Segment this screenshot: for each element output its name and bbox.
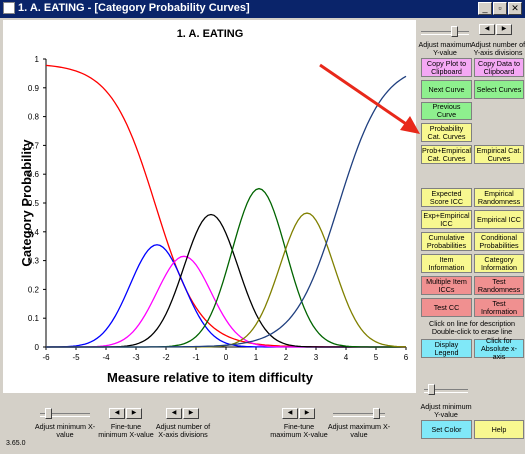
x-tick-label: -4	[102, 353, 110, 362]
fine-max-x-spinner[interactable]: ◀ ▶	[282, 408, 316, 420]
min-x-slider[interactable]	[40, 408, 90, 420]
x-tick-label: 4	[344, 353, 349, 362]
y-tick-label: 0.3	[28, 257, 40, 266]
x-tick-label: -2	[162, 353, 170, 362]
fine-min-x-increase[interactable]: ▶	[126, 408, 142, 419]
empirical-randomness-button[interactable]: Empirical Randomness	[474, 188, 524, 207]
minimize-button[interactable]: _	[478, 2, 492, 15]
item-information-button[interactable]: Item Information	[421, 254, 472, 273]
empirical-cat-curves-button[interactable]: Empirical Cat. Curves	[474, 145, 524, 164]
click-description-label: Click on line for description Double-cli…	[429, 319, 515, 336]
x-axis-label: Measure relative to item difficulty	[107, 370, 314, 385]
exp-empirical-icc-button[interactable]: Exp+Empirical ICC	[421, 210, 472, 229]
close-button[interactable]: ✕	[508, 2, 522, 15]
x-tick-label: 6	[404, 353, 409, 362]
adjust-max-y-label: Adjust maximum Y-value	[418, 40, 472, 57]
y-tick-label: 0	[35, 343, 40, 352]
copy-plot-button[interactable]: Copy Plot to Clipboard	[421, 58, 472, 77]
x-tick-label: -1	[192, 353, 200, 362]
min-y-slider-thumb[interactable]	[428, 384, 435, 395]
y-tick-label: 0.2	[28, 285, 40, 294]
display-legend-button[interactable]: Display Legend	[421, 339, 472, 358]
y-tick-label: 1	[35, 55, 40, 64]
select-curves-button[interactable]: Select Curves	[474, 80, 524, 99]
window-title: 1. A. EATING - [Category Probability Cur…	[18, 2, 250, 14]
x-tick-label: 2	[284, 353, 289, 362]
category-curve-2	[46, 244, 406, 348]
help-button[interactable]: Help	[474, 420, 524, 439]
max-y-slider-thumb[interactable]	[451, 26, 458, 37]
x-div-decrease[interactable]: ◀	[166, 408, 182, 419]
category-probability-chart[interactable]: 1. A. EATING 0 0.1 0.2 0.3 0.4 0.5 0.6 0.7 0.8 0.9…	[3, 20, 416, 393]
set-color-button[interactable]: Set Color	[421, 420, 472, 439]
max-x-slider-thumb[interactable]	[373, 408, 380, 419]
y-tick-label: 0.8	[28, 113, 40, 122]
probability-cat-curves-button[interactable]: Probability Cat. Curves	[421, 123, 472, 142]
category-curve-5	[46, 187, 406, 348]
app-icon	[3, 2, 15, 14]
test-cc-button[interactable]: Test CC	[421, 298, 472, 317]
y-div-decrease[interactable]: ◀	[479, 24, 495, 35]
fine-min-x-decrease[interactable]: ◀	[109, 408, 125, 419]
adjust-x-div-label: Adjust number of X-axis divisions	[155, 422, 211, 439]
x-div-spinner[interactable]: ◀ ▶	[166, 408, 200, 420]
y-axis-label: Category Probability	[19, 139, 34, 267]
conditional-probabilities-button[interactable]: Conditional Probabilities	[474, 232, 524, 251]
title-bar: 1. A. EATING - [Category Probability Cur…	[0, 0, 525, 18]
prob-empirical-cat-curves-button[interactable]: Prob+Empirical Cat. Curves	[421, 145, 472, 164]
category-curve-4	[46, 213, 406, 348]
max-x-slider[interactable]	[333, 408, 385, 420]
category-curve-1	[45, 64, 406, 348]
x-div-increase[interactable]: ▶	[183, 408, 199, 419]
empirical-icc-button[interactable]: Empirical ICC	[474, 210, 524, 229]
y-div-increase[interactable]: ▶	[496, 24, 512, 35]
version-label: 3.65.0	[6, 440, 26, 447]
category-curve-7	[46, 75, 407, 348]
adjust-min-y-label: Adjust minimum Y-value	[420, 402, 472, 419]
x-tick-label: -5	[72, 353, 80, 362]
y-tick-label: 0.4	[28, 228, 40, 237]
test-information-button[interactable]: Test Information	[474, 298, 524, 317]
previous-curve-button[interactable]: Previous Curve	[421, 102, 472, 120]
fine-min-x-spinner[interactable]: ◀ ▶	[109, 408, 143, 420]
y-tick-label: 0.6	[28, 170, 40, 179]
y-div-spinner[interactable]: ◀ ▶	[479, 24, 513, 36]
min-y-slider[interactable]	[424, 384, 468, 396]
fine-max-x-decrease[interactable]: ◀	[282, 408, 298, 419]
cumulative-probabilities-button[interactable]: Cumulative Probabilities	[421, 232, 472, 251]
fine-max-x-increase[interactable]: ▶	[299, 408, 315, 419]
y-tick-label: 0.7	[28, 141, 40, 150]
y-tick-label: 0.9	[28, 84, 40, 93]
x-tick-label: 1	[254, 353, 259, 362]
x-tick-label: -3	[132, 353, 140, 362]
copy-data-button[interactable]: Copy Data to Clipboard	[474, 58, 524, 77]
x-tick-label: 5	[374, 353, 379, 362]
multiple-item-iccs-button[interactable]: Multiple Item ICCs	[421, 276, 472, 295]
max-y-slider[interactable]	[421, 26, 469, 38]
fine-max-x-label: Fine-tune maximum X-value	[270, 422, 328, 439]
y-tick-label: 0.5	[28, 199, 40, 208]
category-information-button[interactable]: Category Information	[474, 254, 524, 273]
absolute-x-axis-button[interactable]: Click for Absolute x-axis	[474, 336, 524, 360]
plot-area[interactable]: 1. A. EATING 0 0.1 0.2 0.3 0.4 0.5 0.6 0.7 0.8 0.9…	[3, 20, 416, 393]
x-tick-label: 3	[314, 353, 319, 362]
y-tick-label: 0.1	[28, 314, 40, 323]
adjust-min-x-label: Adjust minimum X-value	[34, 422, 96, 439]
chart-title: 1. A. EATING	[177, 28, 244, 40]
fine-min-x-label: Fine-tune minimum X-value	[98, 422, 154, 439]
x-tick-label: 0	[224, 353, 229, 362]
test-randomness-button[interactable]: Test Randomness	[474, 276, 524, 295]
expected-score-icc-button[interactable]: Expected Score ICC	[421, 188, 472, 207]
restore-button[interactable]: ▫	[493, 2, 507, 15]
adjust-max-x-label: Adjust maximum X-value	[327, 422, 391, 439]
next-curve-button[interactable]: Next Curve	[421, 80, 472, 99]
x-tick-label: -6	[42, 353, 50, 362]
min-x-slider-thumb[interactable]	[45, 408, 52, 419]
adjust-y-div-label: Adjust number of Y-axis divisions	[470, 40, 525, 57]
